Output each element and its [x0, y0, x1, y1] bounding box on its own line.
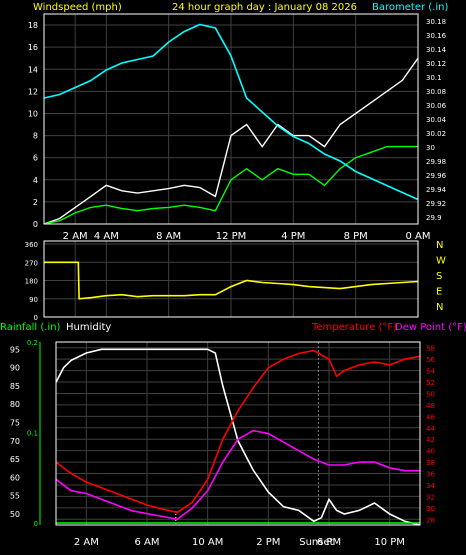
wind-plot-frame — [43, 13, 419, 225]
temp-y-tick-label: 32 — [426, 493, 435, 501]
humidity-y-tick-label: 70 — [10, 437, 20, 446]
temp-y-tick-label: 54 — [426, 368, 435, 376]
direction-plot-frame — [43, 240, 419, 318]
wind-x-tick-label: 12 PM — [216, 231, 247, 242]
chart-title: 24 hour graph day : January 08 2026 — [172, 2, 357, 13]
humidity-line — [55, 348, 421, 526]
wind-y-tick-label: 2 — [33, 198, 38, 207]
wind-y-tick-label: 14 — [28, 65, 38, 74]
temp-y-tick-label: 56 — [426, 356, 435, 364]
baro-tick-label: 29.92 — [426, 200, 446, 208]
baro-tick-label: 30.04 — [426, 116, 447, 124]
humidity-y-tick-label: 55 — [10, 492, 20, 501]
compass-label: N — [436, 302, 443, 313]
baro-tick-label: 30.12 — [426, 60, 446, 68]
temperature-line — [55, 349, 421, 514]
wind-y-tick-label: 0 — [33, 220, 38, 229]
sunset-label: Sunset — [299, 537, 333, 548]
wind-axis-title: Windspeed (mph) — [33, 2, 122, 13]
humidity-y-tick-label: 75 — [10, 419, 20, 428]
compass-label: E — [436, 287, 442, 298]
baro-tick-label: 29.9 — [426, 214, 442, 222]
temp-y-tick-label: 30 — [426, 505, 435, 513]
humidity-axis-title: Humidity — [66, 322, 111, 333]
wind-y-tick-label: 4 — [33, 176, 38, 185]
wind-x-tick-label: 2 AM — [63, 231, 88, 242]
temp-x-tick-label: 2 PM — [256, 537, 280, 548]
rain-axis-title: Rainfall (.in) — [0, 322, 61, 333]
barometer-line — [43, 23, 419, 201]
wind-x-tick-label: 8 PM — [344, 231, 368, 242]
temp-y-tick-label: 46 — [426, 413, 435, 421]
direction-y-tick-label: 360 — [25, 241, 38, 249]
humidity-y-tick-label: 90 — [10, 364, 20, 373]
temp-y-tick-label: 28 — [426, 516, 435, 524]
wind-line — [43, 145, 418, 225]
baro-tick-label: 29.94 — [426, 186, 447, 194]
temp-x-tick-label: 6 PM — [317, 537, 341, 548]
temp-x-tick-label: 10 AM — [192, 537, 223, 548]
temp-y-tick-label: 40 — [426, 448, 435, 456]
rain-y-tick-label: 0.2 — [27, 339, 38, 347]
baro-tick-label: 29.96 — [426, 172, 447, 180]
compass-label: S — [436, 271, 442, 282]
humidity-y-tick-label: 65 — [10, 455, 20, 464]
temp-y-tick-label: 36 — [426, 471, 435, 479]
temp-y-tick-label: 44 — [426, 425, 435, 433]
direction-y-tick-label: 0 — [34, 314, 38, 322]
baro-tick-label: 30.14 — [426, 46, 447, 54]
dewpoint-axis-title: Dew Point (°F) — [395, 322, 466, 333]
humidity-y-tick-label: 50 — [10, 510, 20, 519]
baro-axis-title: Barometer (.in) — [372, 2, 448, 13]
wind-x-tick-label: 4 PM — [281, 231, 305, 242]
rain-y-tick-label: 0.1 — [27, 430, 38, 438]
temperature-plot-frame — [55, 341, 421, 526]
direction-y-tick-label: 90 — [29, 296, 38, 304]
temp-y-tick-label: 34 — [426, 482, 435, 490]
baro-tick-label: 30.08 — [426, 88, 446, 96]
temp-x-tick-label: 2 AM — [74, 537, 99, 548]
wind-y-tick-label: 6 — [33, 154, 38, 163]
temp-y-tick-label: 58 — [426, 345, 435, 353]
temperature-axis-title: Temperature (°F) — [311, 322, 397, 333]
temp-x-tick-label: 6 AM — [134, 537, 159, 548]
dew-point-line — [55, 429, 420, 521]
baro-tick-label: 30.06 — [426, 102, 447, 110]
baro-tick-label: 30.1 — [426, 74, 442, 82]
direction-y-tick-label: 270 — [25, 259, 38, 267]
compass-label: N — [436, 240, 443, 251]
wind-y-tick-label: 16 — [28, 43, 38, 52]
wind-x-tick-label: 0 AM — [405, 231, 430, 242]
wind-y-tick-label: 12 — [28, 87, 38, 96]
wind-x-tick-label: 4 AM — [94, 231, 119, 242]
wind-x-tick-label: 8 AM — [156, 231, 181, 242]
baro-tick-label: 30.02 — [426, 130, 446, 138]
temperature-panel: 2 AM 6 AM 10 AM 2 PM 6 PM 10 PM 28 30 32 34 36 38 40… — [10, 339, 436, 548]
baro-tick-label: 29.98 — [426, 158, 446, 166]
humidity-y-tick-label: 80 — [10, 400, 20, 409]
wind-y-tick-label: 18 — [28, 21, 38, 30]
wind-y-tick-label: 10 — [28, 109, 38, 118]
wind-panel: 2 AM 4 AM 8 AM 12 PM 4 PM 8 PM 0 AM 0 2 4 6 8 10 12 14… — [28, 13, 447, 242]
direction-y-tick-label: 180 — [25, 278, 38, 286]
temp-y-tick-label: 48 — [426, 402, 435, 410]
baro-tick-label: 30 — [426, 144, 435, 152]
humidity-y-tick-label: 95 — [10, 345, 20, 354]
humidity-y-tick-label: 60 — [10, 473, 20, 482]
wind-y-tick-label: 8 — [33, 132, 38, 141]
rain-y-tick-label: 0 — [34, 520, 38, 528]
temp-x-tick-label: 10 PM — [374, 537, 405, 548]
temp-y-tick-label: 50 — [426, 390, 435, 398]
baro-tick-label: 30.16 — [426, 32, 447, 40]
temp-y-tick-label: 38 — [426, 459, 435, 467]
temp-y-tick-label: 42 — [426, 436, 435, 444]
compass-label: W — [436, 256, 446, 267]
baro-tick-label: 30.18 — [426, 18, 446, 26]
direction-line — [44, 261, 419, 300]
humidity-y-tick-label: 85 — [10, 382, 20, 391]
temp-y-tick-label: 52 — [426, 379, 435, 387]
gust-line — [43, 57, 419, 225]
